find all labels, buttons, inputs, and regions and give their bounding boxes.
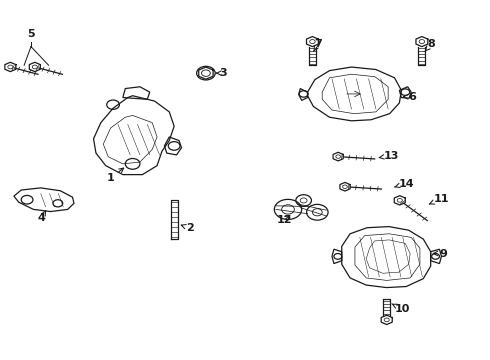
Text: 12: 12 xyxy=(276,215,292,225)
Text: 7: 7 xyxy=(314,39,322,51)
Text: 14: 14 xyxy=(394,179,414,189)
Text: 11: 11 xyxy=(429,194,449,204)
Text: 6: 6 xyxy=(403,92,416,102)
Text: 13: 13 xyxy=(379,150,399,161)
Text: 2: 2 xyxy=(181,224,194,233)
Text: 10: 10 xyxy=(392,304,410,314)
Text: 3: 3 xyxy=(216,68,227,78)
Text: 8: 8 xyxy=(425,39,436,51)
Text: 9: 9 xyxy=(433,248,447,258)
Text: 1: 1 xyxy=(107,168,123,183)
Text: 4: 4 xyxy=(37,211,46,223)
Text: 5: 5 xyxy=(27,30,35,40)
